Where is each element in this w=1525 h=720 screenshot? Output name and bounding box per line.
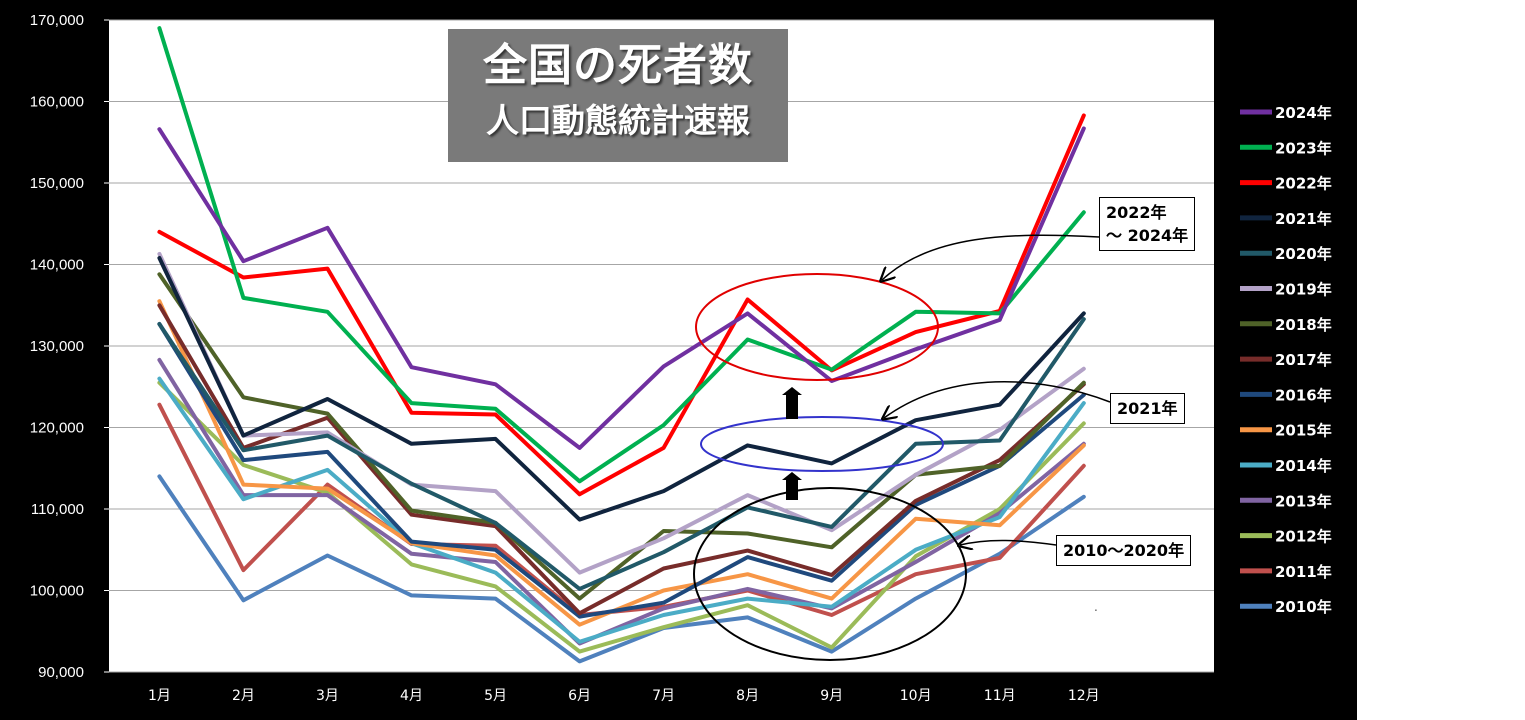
x-tick-label: 8月 bbox=[736, 688, 759, 704]
x-tick-label: 9月 bbox=[820, 688, 843, 704]
y-tick-label: 120,000 bbox=[30, 420, 84, 437]
chart-title-box: 全国の死者数 人口動態統計速報 bbox=[448, 29, 788, 162]
y-tick-label: 90,000 bbox=[38, 664, 84, 681]
legend-label-2019年: 2019年 bbox=[1275, 281, 1332, 299]
x-tick-label: 11月 bbox=[984, 688, 1016, 704]
series-line-2016年 bbox=[157, 322, 1086, 619]
series-line-2017年 bbox=[157, 303, 1086, 616]
y-tick-label: 140,000 bbox=[30, 257, 84, 274]
legend-label-2024年: 2024年 bbox=[1275, 104, 1332, 122]
series-line-2018年 bbox=[157, 272, 1086, 601]
y-tick-label: 100,000 bbox=[30, 583, 84, 600]
y-tick-label: 130,000 bbox=[30, 338, 84, 355]
y-tick-label: 150,000 bbox=[30, 175, 84, 192]
series-line-2020年 bbox=[157, 317, 1086, 591]
x-tick-label: 6月 bbox=[568, 688, 591, 704]
series-line-2023年 bbox=[157, 26, 1086, 484]
x-tick-label: 1月 bbox=[148, 688, 171, 704]
series-line-2024年 bbox=[157, 126, 1086, 450]
legend-label-2017年: 2017年 bbox=[1275, 351, 1332, 369]
ellipse-2021 bbox=[700, 416, 944, 472]
stray-mark: . bbox=[1094, 600, 1098, 614]
series-line-2021年 bbox=[157, 256, 1086, 522]
series-line-2013年 bbox=[157, 357, 1086, 646]
chart-title: 全国の死者数 bbox=[483, 40, 753, 91]
x-tick-label: 2月 bbox=[232, 688, 255, 704]
legend-label-2016年: 2016年 bbox=[1275, 386, 1332, 404]
series-line-2019年 bbox=[157, 251, 1086, 575]
y-tick-label: 160,000 bbox=[30, 94, 84, 111]
callout-2022-2024: 2022年 ～ 2024年 bbox=[1099, 197, 1196, 251]
series-line-2022年 bbox=[157, 113, 1086, 497]
legend-label-2012年: 2012年 bbox=[1275, 528, 1332, 546]
legend-label-2014年: 2014年 bbox=[1275, 457, 1332, 475]
callout-2010-2020: 2010～2020年 bbox=[1056, 535, 1192, 566]
up-arrow-lower bbox=[782, 472, 802, 500]
y-tick-label: 110,000 bbox=[31, 501, 84, 518]
x-tick-label: 3月 bbox=[316, 688, 339, 704]
legend-label-2020年: 2020年 bbox=[1275, 245, 1332, 263]
callout-2021: 2021年 bbox=[1110, 393, 1185, 424]
chart-subtitle: 人口動態統計速報 bbox=[486, 101, 750, 140]
x-tick-label: 10月 bbox=[900, 688, 932, 704]
callout-2022-2024-line2: ～ 2024年 bbox=[1106, 226, 1189, 245]
callout-arrow-2022-2024 bbox=[882, 234, 1100, 280]
callout-arrow-2010-2020 bbox=[960, 540, 1057, 545]
legend-label-2011年: 2011年 bbox=[1275, 563, 1332, 581]
series-line-2015年 bbox=[157, 299, 1086, 627]
legend-label-2010年: 2010年 bbox=[1275, 598, 1332, 616]
x-tick-label: 5月 bbox=[484, 688, 507, 704]
callout-2022-2024-line1: 2022年 bbox=[1106, 203, 1167, 222]
legend-label-2023年: 2023年 bbox=[1275, 139, 1332, 157]
ellipse-2022-2024 bbox=[695, 273, 939, 381]
up-arrow-upper bbox=[782, 387, 802, 419]
x-tick-label: 12月 bbox=[1068, 688, 1100, 704]
y-tick-label: 170,000 bbox=[30, 12, 84, 29]
x-tick-label: 7月 bbox=[652, 688, 675, 704]
series-line-2010年 bbox=[157, 474, 1086, 664]
legend-label-2018年: 2018年 bbox=[1275, 316, 1332, 334]
legend-label-2013年: 2013年 bbox=[1275, 492, 1332, 510]
ellipse-2010-2020 bbox=[693, 487, 967, 661]
callout-arrow-2021 bbox=[884, 381, 1111, 418]
x-tick-label: 4月 bbox=[400, 688, 423, 704]
series-line-2014年 bbox=[157, 376, 1086, 644]
legend-label-2015年: 2015年 bbox=[1275, 422, 1332, 440]
legend-label-2022年: 2022年 bbox=[1275, 175, 1332, 193]
legend-label-2021年: 2021年 bbox=[1275, 210, 1332, 228]
